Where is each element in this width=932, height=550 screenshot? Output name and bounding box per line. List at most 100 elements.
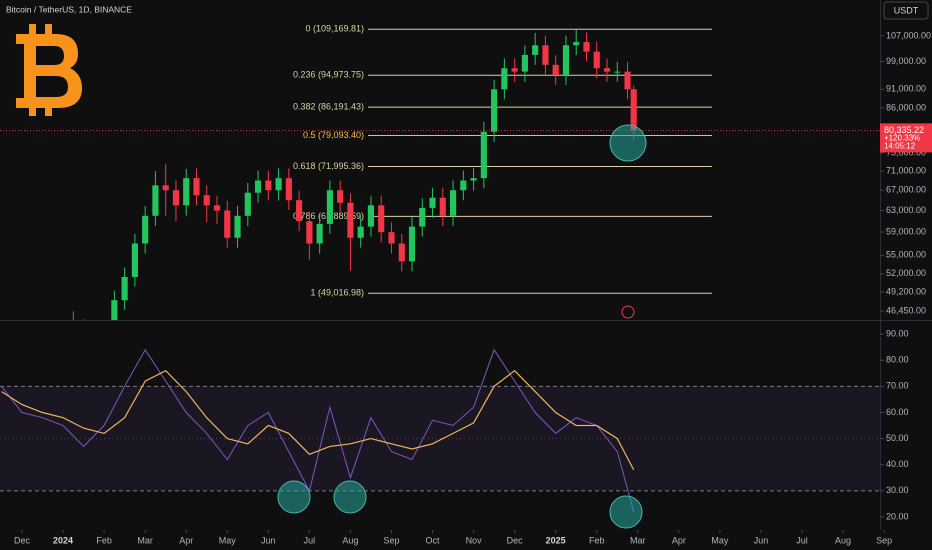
candle-body xyxy=(419,207,426,227)
candle-body xyxy=(326,190,333,224)
x-tick-label: Dec xyxy=(14,535,31,545)
candle-body xyxy=(131,243,138,277)
y-tick-label: 80.00 xyxy=(886,355,909,365)
highlight-circle xyxy=(277,480,311,514)
candle-body xyxy=(614,71,621,73)
y-tick-label: 107,000.00 xyxy=(886,30,931,40)
candle-body xyxy=(296,200,303,222)
y-tick-label: 55,000.00 xyxy=(886,250,926,260)
candle-body xyxy=(491,89,498,132)
candle-body xyxy=(624,71,631,90)
x-tick-label: Oct xyxy=(426,535,441,545)
candle-body xyxy=(398,243,405,262)
candle-body xyxy=(357,226,364,238)
fib-label: 0 (109,169.81) xyxy=(305,24,364,34)
price-tag-change: +120.33% xyxy=(884,133,920,142)
y-tick-label: 75,000.00 xyxy=(886,147,926,157)
y-tick-label: 30.00 xyxy=(886,485,909,495)
x-tick-label: Feb xyxy=(589,535,605,545)
currency-button[interactable] xyxy=(883,1,929,20)
candle-body xyxy=(234,215,241,238)
candle-body xyxy=(224,210,231,238)
x-tick-label: 2024 xyxy=(53,535,73,545)
candle-body xyxy=(603,68,611,72)
price-pane: 0 (109,169.81) 0.236 (94,973.75) 0.382 (86… xyxy=(0,24,880,320)
candle-body xyxy=(542,45,549,65)
candle-body xyxy=(583,42,590,52)
candle-body xyxy=(306,221,313,244)
candle-body xyxy=(316,223,323,244)
candle-body xyxy=(162,185,169,191)
y-tick-label: 20.00 xyxy=(886,511,909,521)
y-tick-label: 71,000.00 xyxy=(886,165,926,175)
y-tick-label: 63,000.00 xyxy=(886,205,926,215)
candle-body xyxy=(203,195,210,206)
candle-body xyxy=(593,51,600,69)
y-tick-label: 90.00 xyxy=(886,328,909,338)
event-icon[interactable] xyxy=(621,305,635,319)
x-tick-label: Jun xyxy=(754,535,769,545)
candle-body xyxy=(501,68,508,90)
fib-label: 0.618 (71,995.36) xyxy=(293,161,364,171)
x-tick-label: Mar xyxy=(137,535,153,545)
y-tick-label: 59,000.00 xyxy=(886,227,926,237)
highlight-circle xyxy=(609,124,647,162)
y-tick-label: 67,000.00 xyxy=(886,185,926,195)
candle-body xyxy=(573,42,580,46)
candle-body xyxy=(439,197,446,216)
candle-body xyxy=(378,205,385,233)
candle-body xyxy=(511,68,518,72)
candle-body xyxy=(172,190,180,206)
x-tick-label: Apr xyxy=(672,535,686,545)
candle-body xyxy=(265,180,272,191)
x-tick-label: Jul xyxy=(796,535,808,545)
y-tick-label: 60.00 xyxy=(886,407,909,417)
candle-body xyxy=(193,178,200,196)
x-tick-label: Feb xyxy=(96,535,112,545)
fib-label: 1 (49,016.98) xyxy=(310,288,364,298)
y-tick-label: 40.00 xyxy=(886,459,909,469)
highlight-circle xyxy=(333,480,367,514)
candle-body xyxy=(213,205,221,211)
candle-body xyxy=(388,232,395,244)
candle-body xyxy=(408,226,416,262)
candle-body xyxy=(367,205,375,227)
candle-body xyxy=(275,178,282,191)
rsi-pane xyxy=(0,348,880,512)
candle-body xyxy=(347,202,354,238)
y-tick-label: 50.00 xyxy=(886,433,909,443)
candle-body xyxy=(480,131,487,179)
rsi-line xyxy=(1,369,635,471)
candle-body xyxy=(552,64,559,76)
axes: 107,000.00 99,000.00 91,000.00 86,000.00 75,… xyxy=(14,30,932,545)
y-tick-label: 91,000.00 xyxy=(886,84,926,94)
x-tick-label: Jul xyxy=(304,535,316,545)
y-tick-label: 49,200.00 xyxy=(886,286,926,296)
y-tick-label: 52,000.00 xyxy=(886,268,926,278)
price-tag xyxy=(880,123,932,153)
candle-body xyxy=(111,300,118,320)
y-tick-label: 70.00 xyxy=(886,381,909,391)
x-tick-label: Mar xyxy=(630,535,646,545)
candle-body xyxy=(460,180,467,191)
candle-body xyxy=(337,190,344,203)
candle-body xyxy=(562,45,570,76)
rsi-line xyxy=(1,348,635,512)
x-tick-label: 2025 xyxy=(546,535,566,545)
candle-body xyxy=(152,185,159,216)
fib-label: 0.5 (79,093.40) xyxy=(303,130,364,140)
candle-body xyxy=(244,192,251,216)
candle-body xyxy=(142,215,149,244)
fib-label: 0.236 (94,973.75) xyxy=(293,70,364,80)
candle-body xyxy=(183,178,190,206)
x-tick-label: May xyxy=(711,535,729,545)
chart-title: Bitcoin / TetherUS, 1D, BINANCE xyxy=(6,4,132,14)
currency[interactable]: USDT xyxy=(894,5,919,15)
candle-body xyxy=(521,54,528,72)
x-tick-label: Aug xyxy=(342,535,358,545)
y-tick-label: 86,000.00 xyxy=(886,102,926,112)
candle-body xyxy=(630,89,637,131)
candle-body xyxy=(429,197,436,208)
